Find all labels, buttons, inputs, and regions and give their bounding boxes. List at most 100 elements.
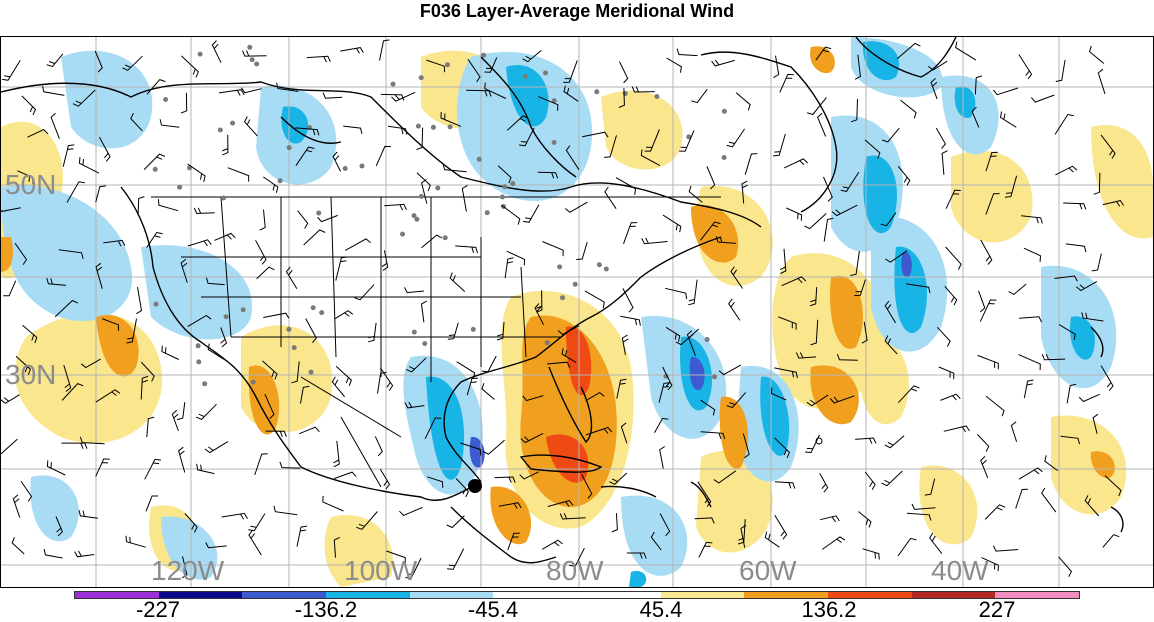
wind-barb (1030, 94, 1055, 103)
wind-barb (335, 365, 352, 386)
wind-barb (498, 502, 522, 509)
wind-barb (546, 361, 571, 368)
wind-barb (256, 266, 275, 280)
station-dot (510, 181, 516, 187)
wind-barb (1018, 54, 1033, 80)
wind-barb (977, 354, 999, 370)
wind-barb (78, 509, 98, 519)
wind-barb (1060, 435, 1081, 445)
wind-barb (356, 511, 378, 530)
wind-barb (1008, 283, 1027, 295)
wind-barb (786, 207, 803, 221)
wind-barb (730, 266, 744, 289)
wind-barb (697, 481, 712, 507)
wind-barb (563, 85, 579, 102)
wind-barb (262, 360, 278, 380)
wind-barb (741, 180, 748, 204)
wind-barb (416, 127, 424, 150)
wind-barb (706, 166, 716, 190)
wind-barb (1023, 379, 1034, 399)
wind-barb (581, 474, 593, 499)
wind-barb (700, 399, 716, 416)
wind-barb (927, 60, 948, 71)
wind-barb (929, 532, 943, 554)
wind-barb (854, 54, 861, 80)
wind-barb (779, 248, 787, 274)
station-dot (470, 326, 476, 332)
wind-barb (618, 88, 625, 108)
wind-barb (906, 283, 931, 294)
wind-barb (584, 290, 605, 309)
coastlines (1, 37, 1124, 564)
wind-barb (718, 364, 742, 376)
station-dot (654, 94, 660, 99)
wind-barb (935, 127, 947, 149)
wind-barb (367, 322, 377, 343)
wind-barb (664, 287, 688, 300)
colorbar-label: -136.2 (294, 597, 358, 622)
station-dot (603, 266, 609, 272)
wind-barb (207, 343, 228, 362)
wind-barb (205, 277, 225, 286)
wind-barb (569, 547, 585, 567)
station-dot (414, 216, 420, 222)
wind-barb (1084, 495, 1100, 517)
wind-barb (144, 458, 161, 480)
wind-barb (979, 299, 997, 322)
wind-barb (688, 279, 698, 306)
station-dot (240, 307, 246, 313)
colorbar-label: 227 (978, 597, 1016, 622)
wind-barb (482, 439, 505, 455)
wind-barbs (1, 39, 1125, 579)
wind-barb (665, 326, 681, 342)
wind-barb (740, 524, 747, 548)
colorbar-segment (326, 592, 410, 598)
wind-barb (985, 151, 998, 172)
wind-barb (1058, 556, 1072, 578)
wind-barb (126, 318, 137, 344)
wind-barb (937, 326, 951, 347)
colorbar-segment (660, 592, 745, 598)
wind-barb (604, 135, 617, 158)
wind-barb (744, 153, 758, 175)
wind-barb (264, 393, 275, 420)
wind-barb (621, 334, 629, 355)
wind-barb (331, 376, 345, 398)
colorbar-label: -45.4 (467, 597, 519, 622)
station-dot (197, 51, 203, 57)
wind-barb (1088, 45, 1105, 64)
wind-barb (295, 146, 315, 166)
wind-barb (686, 330, 696, 356)
wind-barb (850, 251, 860, 276)
wind-barb (211, 40, 222, 63)
wind-barb (985, 395, 1005, 417)
wind-barb (945, 246, 962, 270)
wind-barb (585, 426, 613, 436)
wind-barb (862, 548, 880, 560)
wind-barb (466, 377, 478, 396)
wind-barb (804, 213, 827, 230)
wind-barb (941, 150, 948, 175)
wind-barb (522, 395, 544, 402)
wind-barb (781, 276, 807, 287)
lat-label-50n: 50N (5, 169, 57, 200)
station-dot (543, 70, 548, 76)
wind-barb (381, 250, 389, 271)
wind-barb (43, 548, 63, 559)
wind-barb (971, 106, 980, 128)
wind-barb (98, 136, 111, 162)
wind-barb (384, 203, 407, 211)
wind-barb (343, 125, 363, 135)
wind-barb (61, 383, 84, 401)
wind-barb (806, 394, 829, 407)
wind-barb (375, 145, 391, 167)
wind-barb (187, 239, 212, 247)
wind-barb (640, 149, 661, 167)
station-dot (444, 62, 450, 68)
station-dot (195, 343, 201, 349)
wind-barb (305, 318, 317, 344)
wind-barb (501, 204, 521, 225)
station-dot (663, 373, 669, 379)
wind-barb (497, 165, 512, 184)
wind-barb (1015, 488, 1029, 509)
